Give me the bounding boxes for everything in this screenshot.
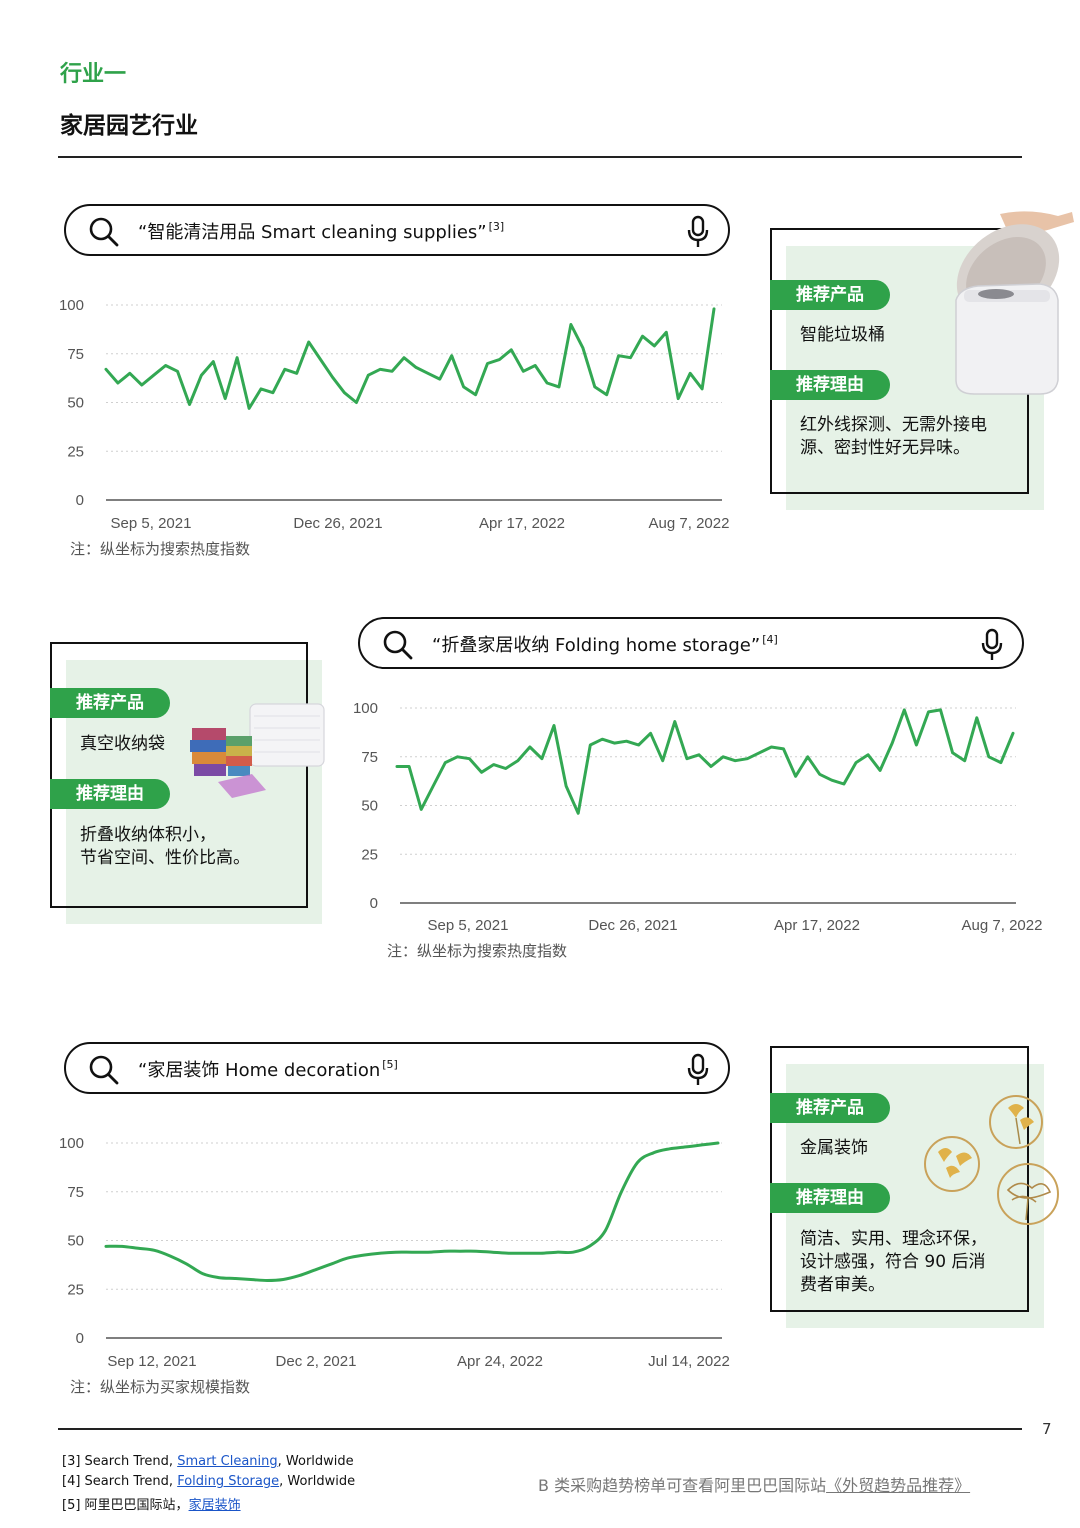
series-line — [395, 708, 1015, 815]
x-tick-label: Aug 7, 2022 — [649, 515, 730, 532]
recommended-product: 真空收纳袋 — [80, 734, 165, 754]
line-chart-home-decoration: 0 25 50 75 100 Sep 12, 2021 Dec 2, 2021 Apr 24,… — [59, 1135, 730, 1370]
search-bar-smart-cleaning[interactable]: “智能清洁用品 Smart cleaning supplies” [3] — [64, 204, 730, 256]
y-tick-label: 75 — [67, 346, 84, 363]
search-query: “智能清洁用品 Smart cleaning supplies” [3] — [138, 220, 505, 243]
recommended-product-tag: 推荐产品 — [50, 688, 170, 718]
search-query: “家居装饰 Home decoration [5] — [138, 1058, 398, 1081]
footer-divider — [58, 1428, 1022, 1430]
x-tick-label: Apr 17, 2022 — [479, 515, 565, 532]
search-icon — [89, 1055, 119, 1085]
x-tick-label: Jul 14, 2022 — [648, 1353, 730, 1370]
page-number: 7 — [1042, 1420, 1052, 1438]
recommended-product-tag: 推荐产品 — [770, 1093, 890, 1123]
y-tick-label: 50 — [361, 798, 378, 815]
recommendation-reason: 折叠收纳体积小， 节省空间、性价比高。 — [80, 825, 250, 868]
search-bar-home-decoration[interactable]: “家居装饰 Home decoration [5] — [64, 1042, 730, 1094]
y-tick-label: 25 — [361, 846, 378, 863]
section-kicker: 行业一 — [60, 62, 127, 87]
recommendation-reason-tag: 推荐理由 — [770, 1183, 890, 1213]
x-tick-label: Sep 5, 2021 — [428, 917, 509, 934]
page-title: 家居园艺行业 — [60, 113, 198, 139]
footnote-link[interactable]: Smart Cleaning — [177, 1454, 278, 1469]
recommendation-reason: 红外线探测、无需外接电 源、密封性好无异味。 — [800, 415, 987, 458]
y-tick-label: 50 — [67, 395, 84, 412]
chart-note: 注：纵坐标为搜索热度指数 — [70, 540, 251, 558]
y-tick-label: 75 — [361, 749, 378, 766]
y-tick-label: 0 — [76, 1330, 84, 1347]
y-tick-label: 25 — [67, 443, 84, 460]
line-chart-smart-cleaning: 0 25 50 75 100 Sep 5, 2021 Dec 26, 2021 Apr 17,… — [59, 297, 730, 532]
line-chart-folding-storage: 0 25 50 75 100 Sep 5, 2021 Dec 26, 2021 Apr 17,… — [353, 700, 1043, 934]
chart-note: 注：纵坐标为搜索热度指数 — [387, 942, 568, 960]
x-tick-label: Dec 26, 2021 — [588, 917, 677, 934]
y-tick-label: 100 — [353, 700, 378, 717]
y-tick-label: 100 — [59, 1135, 84, 1152]
series-line — [104, 1141, 720, 1282]
search-query: “折叠家居收纳 Folding home storage” [4] — [432, 633, 778, 656]
search-icon — [89, 217, 119, 247]
y-tick-label: 50 — [67, 1233, 84, 1250]
y-tick-label: 25 — [67, 1281, 84, 1298]
x-tick-label: Apr 24, 2022 — [457, 1353, 543, 1370]
x-tick-label: Sep 5, 2021 — [111, 515, 192, 532]
recommended-product-tag: 推荐产品 — [770, 280, 890, 310]
x-tick-label: Dec 26, 2021 — [293, 515, 382, 532]
footnote-4: [4] Search Trend, Folding Storage, World… — [62, 1474, 356, 1489]
trend-recommendation-link[interactable]: 《外贸趋势品推荐》 — [826, 1476, 971, 1495]
recommendation-reason-tag: 推荐理由 — [770, 370, 890, 400]
recommendation-card-2 — [50, 642, 308, 908]
recommended-product: 智能垃圾桶 — [800, 325, 885, 345]
header-divider — [58, 156, 1022, 158]
footnote-5: [5] 阿里巴巴国际站，家居装饰 — [62, 1498, 241, 1513]
vacuum-storage-bag-image — [190, 703, 325, 798]
y-tick-label: 0 — [370, 895, 378, 912]
x-tick-label: Apr 17, 2022 — [774, 917, 860, 934]
recommended-product: 金属装饰 — [800, 1138, 868, 1158]
x-tick-label: Dec 2, 2021 — [276, 1353, 357, 1370]
microphone-icon[interactable] — [686, 215, 710, 249]
x-tick-label: Aug 7, 2022 — [962, 917, 1043, 934]
y-tick-label: 100 — [59, 297, 84, 314]
smart-trash-can-image — [955, 211, 1074, 395]
recommendation-reason: 简洁、实用、理念环保， 设计感强，符合 90 后消 费者审美。 — [800, 1229, 987, 1295]
footnote-3: [3] Search Trend, Smart Cleaning, Worldw… — [62, 1454, 354, 1469]
chart-note: 注：纵坐标为买家规模指数 — [70, 1378, 251, 1396]
series-line — [104, 307, 716, 410]
recommendation-reason-tag: 推荐理由 — [50, 779, 170, 809]
microphone-icon[interactable] — [980, 628, 1004, 662]
bottom-note: B 类采购趋势榜单可查看阿里巴巴国际站《外贸趋势品推荐》 — [538, 1476, 971, 1495]
footnote-link[interactable]: 家居装饰 — [188, 1498, 241, 1513]
recommendation-card-3 — [770, 1046, 1029, 1312]
y-tick-label: 75 — [67, 1184, 84, 1201]
microphone-icon[interactable] — [686, 1053, 710, 1087]
footnote-link[interactable]: Folding Storage — [177, 1474, 280, 1489]
x-tick-label: Sep 12, 2021 — [107, 1353, 196, 1370]
metal-decoration-image — [924, 1095, 1059, 1225]
search-icon — [383, 630, 413, 660]
y-tick-label: 0 — [76, 492, 84, 509]
search-bar-folding-storage[interactable]: “折叠家居收纳 Folding home storage” [4] — [358, 617, 1024, 669]
